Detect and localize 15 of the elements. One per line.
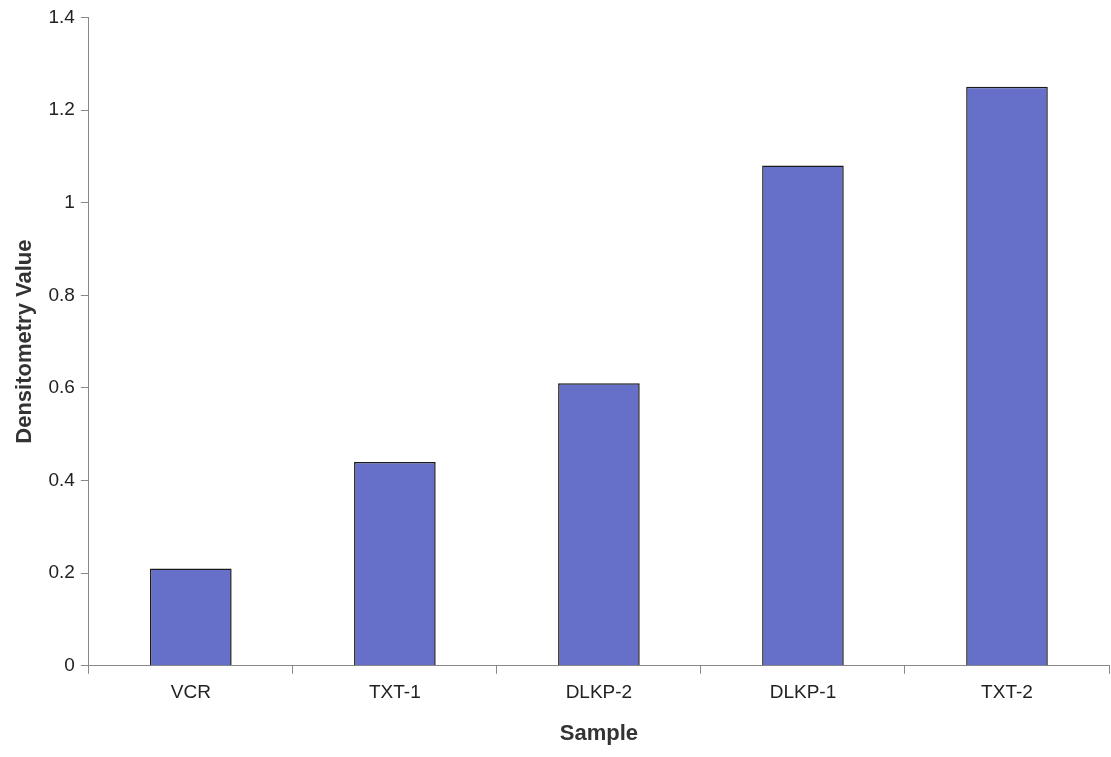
x-tick-label: DLKP-2 — [565, 681, 633, 703]
y-tick-label: 0 — [64, 654, 75, 676]
y-tick-label: 0.4 — [48, 468, 76, 490]
y-tick-label: 1.4 — [48, 5, 76, 27]
y-tick-label: 0.6 — [48, 376, 75, 398]
y-tick-label: 1 — [64, 190, 75, 212]
x-tick-label: TXT-1 — [369, 681, 421, 703]
y-axis-title: Densitometry Value — [11, 239, 37, 444]
y-tick-label: 0.2 — [48, 561, 75, 583]
x-axis-title: Sample — [559, 719, 639, 745]
x-tick-label: DLKP-1 — [769, 681, 837, 703]
x-tick-label: TXT-2 — [981, 681, 1033, 703]
x-tick-label: VCR — [170, 681, 211, 703]
y-tick-label: 1.2 — [48, 98, 75, 120]
y-tick-label: 0.8 — [48, 283, 75, 305]
